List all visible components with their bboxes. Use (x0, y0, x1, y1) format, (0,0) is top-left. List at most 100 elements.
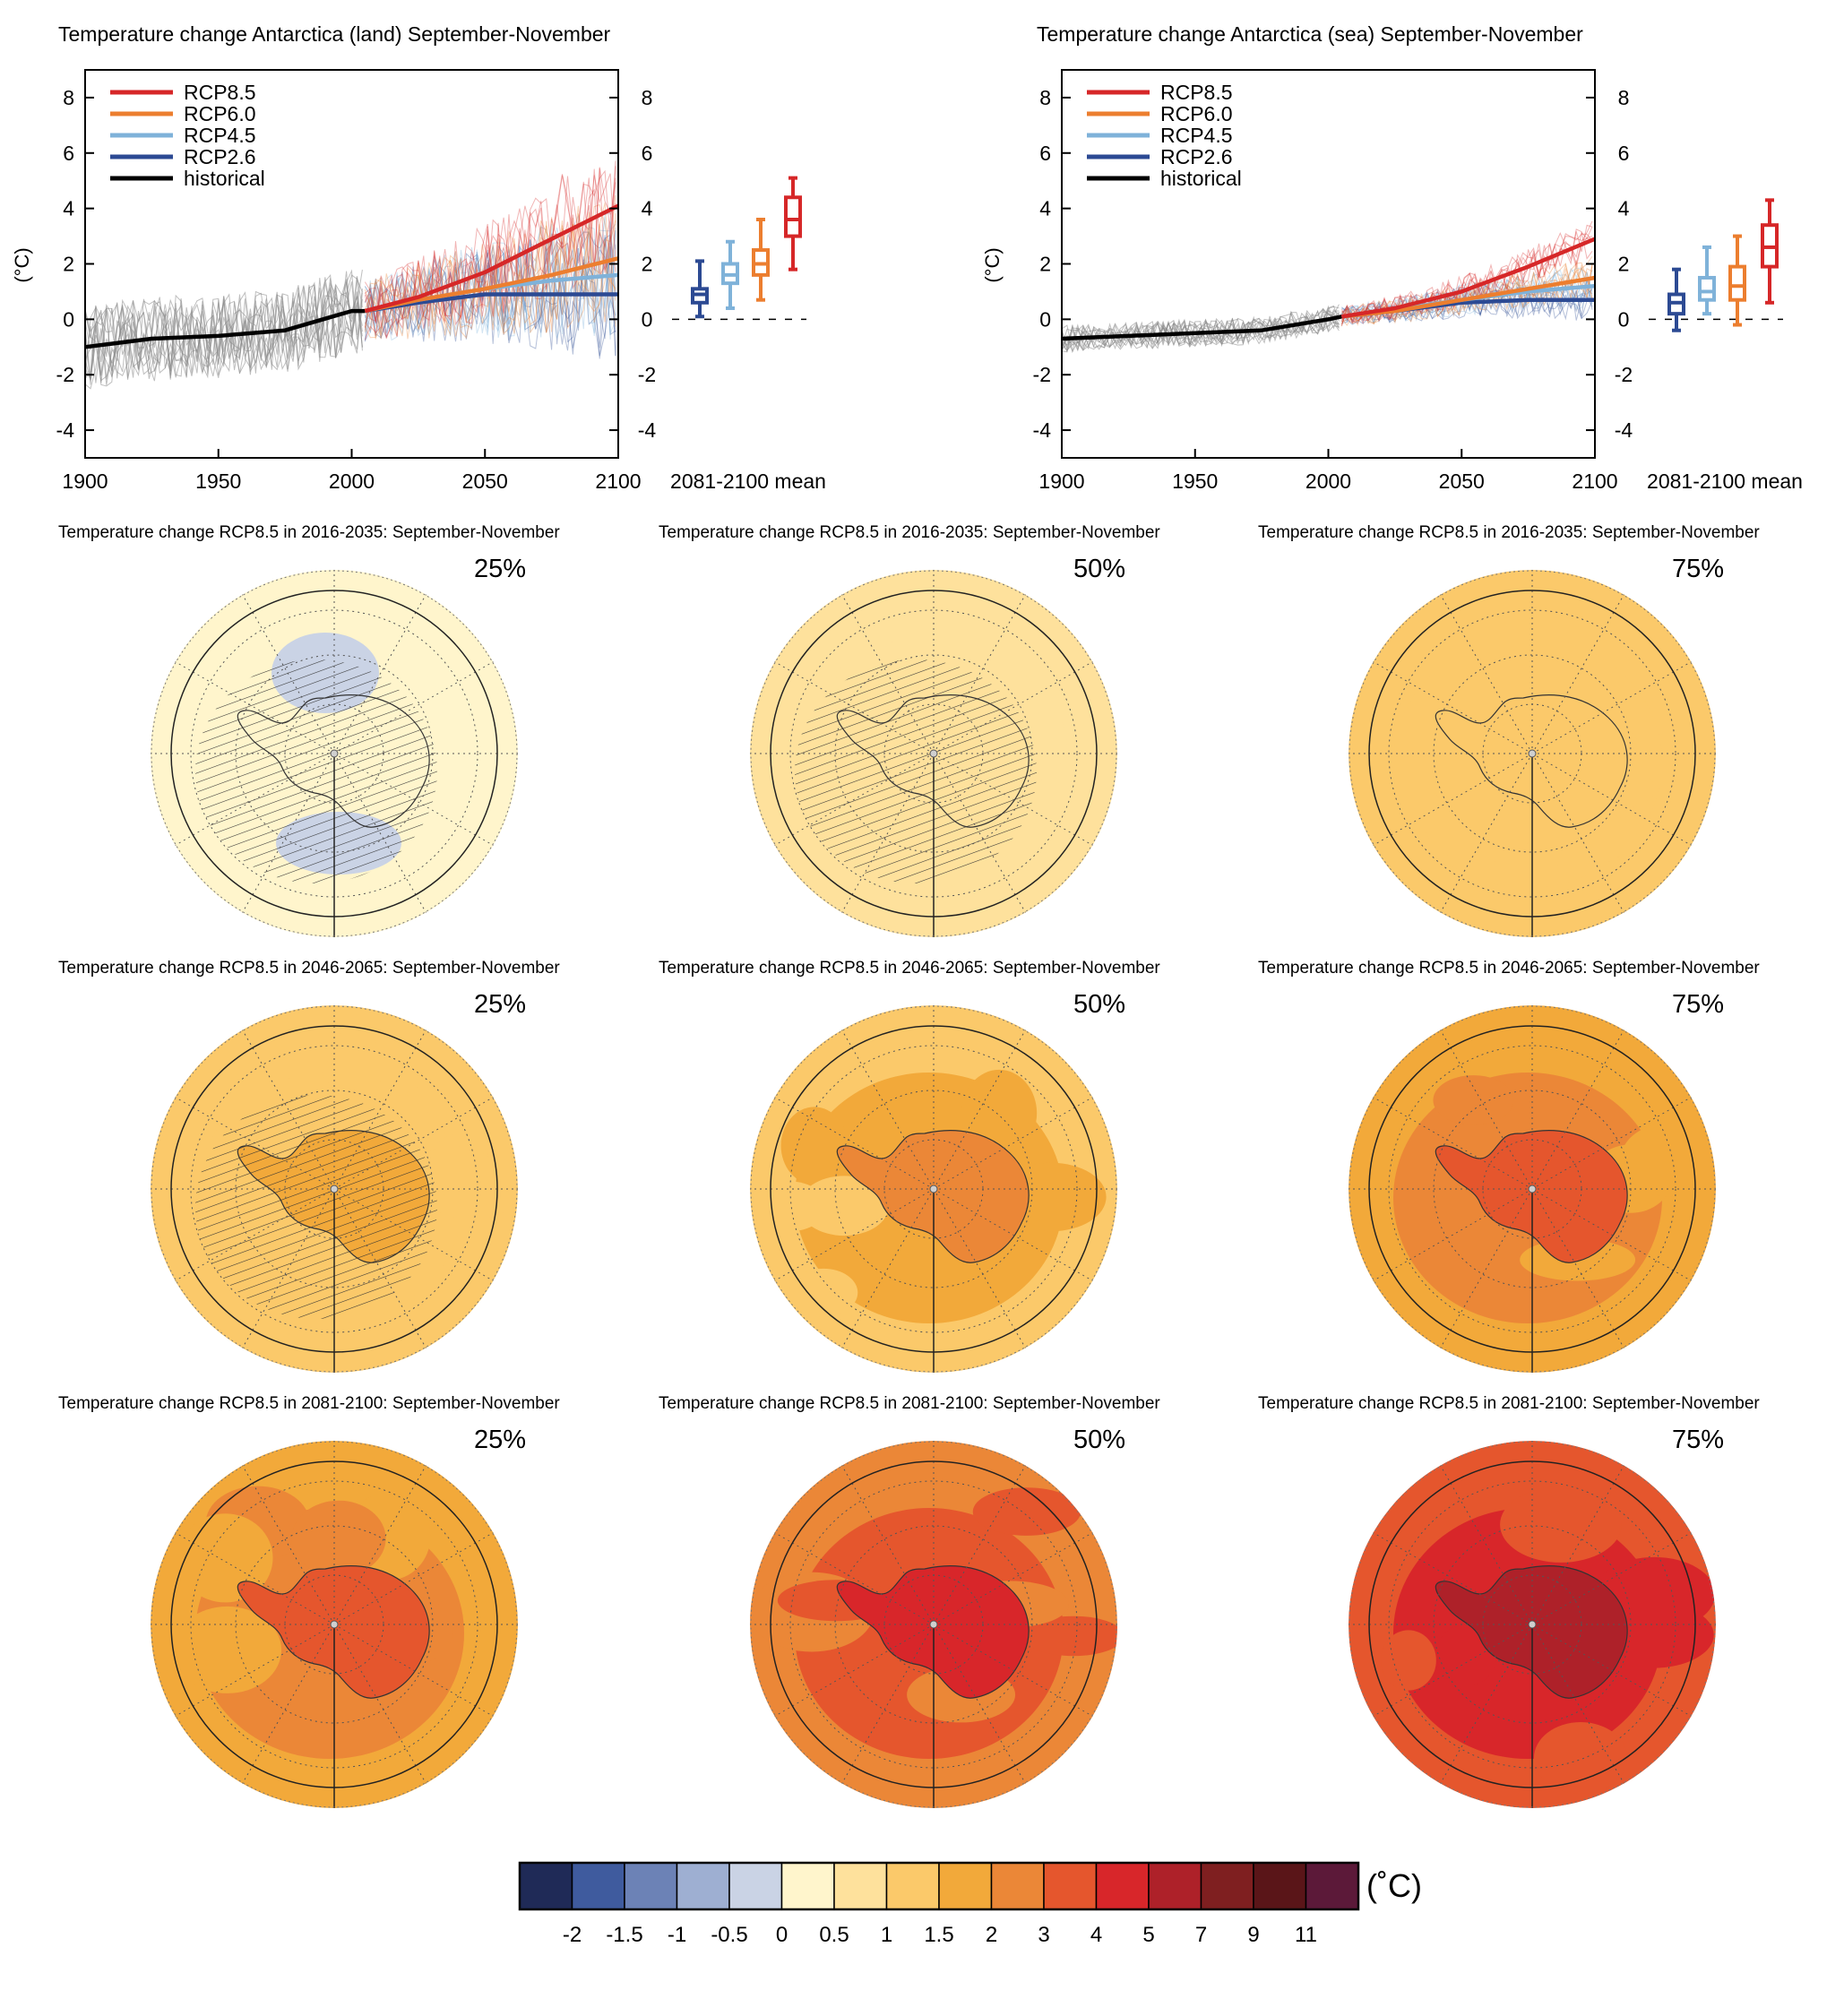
land-ytick-label-right: -4 (638, 418, 657, 442)
colorbar-segment (728, 1862, 783, 1910)
colorbar-tick-label: 9 (1247, 1923, 1259, 1947)
map-meridian (333, 753, 494, 846)
map-meridian (841, 1624, 935, 1784)
map-field-blob (1620, 1123, 1716, 1197)
map-percentile: 75% (1672, 555, 1724, 583)
land-xtick-label: 2000 (329, 470, 375, 493)
map-title: Temperature change RCP8.5 in 2081-2100: … (1258, 1394, 1760, 1413)
map-meridian (333, 753, 427, 913)
land-ytick-label-right: 0 (642, 307, 653, 331)
colorbar-tick-label: -1.5 (606, 1923, 642, 1947)
map-meridian (1373, 1624, 1533, 1717)
map-field-blob (780, 1107, 849, 1185)
map-title: Temperature change RCP8.5 in 2016-2035: … (1258, 523, 1760, 542)
map-field-blob (177, 1513, 273, 1603)
map-circle-line (170, 1025, 498, 1353)
sea-ylabel: (°C) (981, 247, 1004, 282)
colorbar-segment (833, 1862, 888, 1910)
sea-chart: Temperature change Antarctica (sea) Sept… (981, 22, 1803, 493)
map-meridian (1531, 1188, 1624, 1348)
map-meridian (933, 1030, 1026, 1190)
map-pole-marker (929, 749, 938, 758)
sea-ytick-label-right: -4 (1615, 418, 1633, 442)
land-ytick-label-left: 8 (63, 86, 74, 109)
map-circle-line (1368, 1025, 1696, 1353)
map-hatching (195, 1095, 437, 1319)
sea-xtick-label: 2100 (1572, 470, 1617, 493)
map-latitude-circle (1388, 1045, 1676, 1333)
map-latitude-circle (190, 609, 478, 898)
map-percentile: 50% (1073, 1426, 1125, 1454)
map-meridian (1373, 753, 1533, 846)
map-pole-marker (1528, 1185, 1537, 1193)
colorbar-segment (1305, 1862, 1359, 1910)
map-meridian (1531, 1624, 1692, 1717)
map-circle-line (1368, 590, 1696, 918)
map-panel: Temperature change RCP8.5 in 2081-2100: … (58, 1394, 560, 1808)
sea-ytick-label-left: 8 (1039, 86, 1051, 109)
land-legend-label-rcp26: RCP2.6 (184, 145, 256, 168)
sea-title: Temperature change Antarctica (sea) Sept… (1037, 22, 1583, 46)
map-title: Temperature change RCP8.5 in 2016-2035: … (58, 523, 560, 542)
map-grid: Temperature change RCP8.5 in 2016-2035: … (0, 511, 1844, 1837)
colorbar-segment (1200, 1862, 1254, 1910)
colorbar-tick-label: -1 (668, 1923, 686, 1947)
land-boxplot-rcp60 (752, 218, 770, 302)
land-xtick-label: 2050 (462, 470, 508, 493)
land-chart: Temperature change Antarctica (land) Sep… (11, 22, 826, 493)
land-series-rcp85 (364, 203, 620, 314)
map-meridian (841, 753, 935, 913)
map-meridian (1373, 1097, 1533, 1190)
map-meridian (1531, 1097, 1692, 1190)
map-meridian (333, 661, 494, 754)
land-legend-label-rcp85: RCP8.5 (184, 81, 256, 104)
map-meridian (1373, 1532, 1533, 1625)
map-latitude-circle (789, 609, 1078, 898)
map-meridian (933, 661, 1093, 754)
colorbar-tick-label: 4 (1090, 1923, 1102, 1947)
colorbar-tick-label: 2 (986, 1923, 997, 1947)
land-legend-label-rcp45: RCP4.5 (184, 124, 256, 147)
map-field-center (1435, 694, 1628, 828)
sea-legend-label-hist: historical (1160, 167, 1242, 190)
land-ylabel: (°C) (11, 247, 33, 282)
map-pole-marker (330, 1620, 339, 1629)
map-panel: Temperature change RCP8.5 in 2046-2065: … (659, 959, 1160, 1373)
land-xtick-label: 1950 (195, 470, 241, 493)
map-meridian (1531, 1188, 1692, 1281)
map-field-blob (972, 1487, 1081, 1536)
sea-xtick-label: 2000 (1305, 470, 1351, 493)
map-field-blob (1381, 1630, 1436, 1691)
map-meridian (933, 1188, 1026, 1348)
map-meridian (933, 753, 1093, 846)
map-field-blob (799, 1176, 890, 1236)
map-percentile: 75% (1672, 990, 1724, 1019)
map-meridian (333, 1624, 427, 1784)
map-field-center (837, 1565, 1030, 1699)
map-grid-svg: Temperature change RCP8.5 in 2016-2035: … (58, 523, 1760, 1808)
map-latitude-circle (789, 1045, 1078, 1333)
land-boxplot-rcp85 (784, 176, 802, 271)
map-panel: Temperature change RCP8.5 in 2016-2035: … (58, 523, 560, 937)
map-circle-line (770, 1025, 1098, 1353)
map-meridian (1373, 1188, 1533, 1281)
map-outline (1349, 1005, 1716, 1373)
land-ytick-label-left: 2 (63, 253, 74, 276)
colorbar-segment (676, 1862, 730, 1910)
land-ytick-label-right: -2 (638, 363, 656, 386)
land-boxplot-label: 2081-2100 mean (670, 470, 826, 493)
map-meridian (1531, 1465, 1624, 1625)
map-percentile: 25% (474, 1426, 526, 1454)
map-circle-line (170, 590, 498, 918)
sea-boxplot-rcp26 (1667, 267, 1685, 332)
sea-ensemble-lines (1061, 220, 1593, 354)
map-pole-marker (330, 749, 339, 758)
land-series-historical (84, 308, 366, 349)
colorbar-tick-label: 0.5 (819, 1923, 849, 1947)
sea-ytick-label-left: 0 (1039, 307, 1051, 331)
map-outline (151, 1005, 518, 1373)
sea-panel: Temperature change Antarctica (sea) Sept… (941, 0, 1844, 511)
map-meridian (175, 661, 335, 754)
land-legend-label-rcp60: RCP6.0 (184, 102, 256, 125)
map-circle-line (1368, 1460, 1696, 1788)
